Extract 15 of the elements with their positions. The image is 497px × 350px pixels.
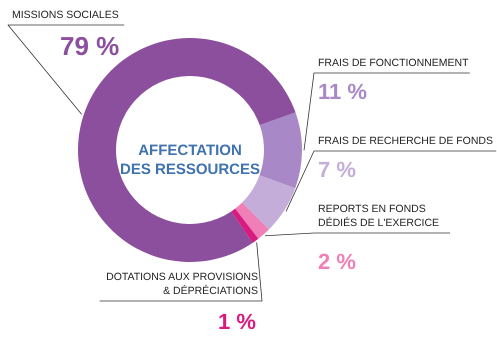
data-label: 11 %	[318, 79, 367, 104]
donut-slice	[242, 175, 296, 230]
slice-label: REPORTS EN FONDS DÉDIÉS DE L'EXERCICE	[318, 203, 440, 229]
donut-slice	[260, 112, 302, 188]
slice-label: MISSIONS SOCIALES	[12, 9, 119, 21]
data-label: 79 %	[60, 31, 120, 61]
slice-label: FRAIS DE FONCTIONNEMENT	[318, 57, 470, 69]
donut-slice	[235, 202, 269, 239]
data-label: 2 %	[318, 249, 356, 274]
data-label: 7 %	[318, 157, 356, 182]
data-label: 1 %	[218, 309, 256, 334]
slice-label: DOTATIONS AUX PROVISIONS & DÉPRÉCIATIONS	[106, 271, 258, 297]
text: AFFECTATION DES RESSOURCES	[120, 142, 260, 178]
slice-label: FRAIS DE RECHERCHE DE FONDS	[318, 135, 494, 147]
donut-slice	[231, 208, 258, 243]
